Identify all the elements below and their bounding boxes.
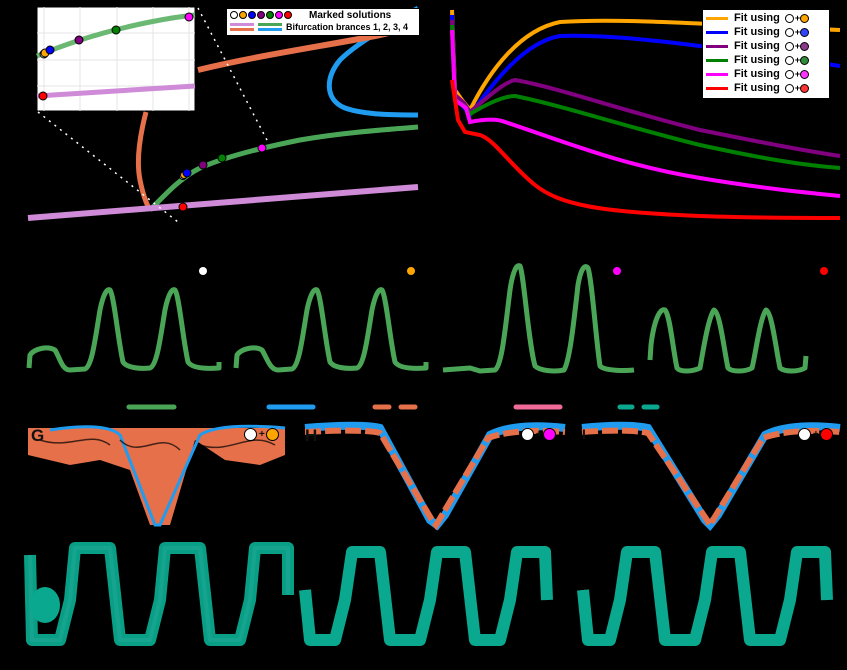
- marker-green: [217, 153, 227, 163]
- profile-c: [26, 287, 222, 373]
- panel-i-overlay: [581, 421, 841, 531]
- panel-label-h: H: [305, 426, 318, 445]
- zoom-guide-left: [37, 111, 179, 223]
- marker-d-orange: [407, 267, 415, 275]
- legend-dot-blue: [248, 11, 256, 19]
- panel-h-overlay: [304, 421, 566, 531]
- legend-dot-red: [284, 11, 292, 19]
- panel-k-traces: [299, 546, 553, 646]
- legend-row-green: Fit using +: [706, 53, 826, 67]
- marker-magenta: [257, 143, 267, 153]
- panel-l-traces: [577, 546, 833, 646]
- branch-1-line: [27, 184, 419, 221]
- panel-label-g: G: [31, 426, 45, 445]
- legend-row-red: Fit using +: [706, 81, 826, 95]
- panel-a-bifurcation-plot: [27, 5, 420, 223]
- marker-e-magenta: [613, 267, 621, 275]
- marker-blue: [182, 168, 192, 178]
- fit-curve-green: [450, 24, 841, 170]
- panels-c-f-markers: [199, 267, 828, 275]
- legend-row-blue: Fit using +: [706, 25, 826, 39]
- legend-row-orange: Fit using +: [706, 11, 826, 25]
- legend-dot-purple: [257, 11, 265, 19]
- legend-branches-row: Bifurcation brances 1, 2, 3, 4: [230, 21, 416, 33]
- panel-j-traces: [24, 542, 294, 646]
- legend-branches-label: Bifurcation brances 1, 2, 3, 4: [286, 22, 409, 32]
- legend-row-magenta: Fit using +: [706, 67, 826, 81]
- legend-row-purple: Fit using +: [706, 39, 826, 53]
- legend-dot-orange: [239, 11, 247, 19]
- marker-f-red: [820, 267, 828, 275]
- marker-red: [178, 202, 188, 212]
- fit-curve-magenta: [450, 29, 841, 198]
- panel-g-marker-pair: +: [244, 428, 280, 441]
- legend-marked-row: Marked solutions: [230, 9, 416, 21]
- fit-curve-purple: [450, 19, 841, 158]
- panel-i-marker-pair: +: [798, 428, 834, 441]
- panel-label-i: I: [582, 426, 586, 442]
- marker-purple: [198, 160, 208, 170]
- legend-dot-white: [230, 11, 238, 19]
- pair-dot-red: [819, 428, 833, 441]
- profile-e: [442, 263, 635, 374]
- legend-marked-label: Marked solutions: [309, 9, 392, 21]
- branch-2-fold: [135, 111, 153, 212]
- fit-curve-red: [450, 79, 841, 220]
- profile-f: [647, 307, 809, 374]
- panels-c-f-profiles: [26, 263, 809, 374]
- pair-dot-white: [521, 428, 534, 441]
- panel-b-legend: Fit using + Fit using + Fit using + Fit usi…: [702, 9, 830, 99]
- pair-dot-magenta: [542, 428, 556, 441]
- panel-h-marker-pair: +: [521, 428, 557, 441]
- profile-d: [233, 287, 429, 373]
- marker-c-white: [199, 267, 207, 275]
- pair-dot-orange: [265, 428, 279, 441]
- legend-branch-swatches: [230, 23, 254, 31]
- pair-dot-white: [244, 428, 257, 441]
- panel-a-legend: Marked solutions Bifurcation brances 1, …: [226, 8, 420, 36]
- pair-dot-white: [798, 428, 811, 441]
- branch-3-curve: [148, 124, 419, 212]
- panel-a-inset: [36, 6, 196, 112]
- panel-g-overlay: [28, 424, 286, 527]
- legend-dot-magenta: [275, 11, 283, 19]
- legend-dot-green: [266, 11, 274, 19]
